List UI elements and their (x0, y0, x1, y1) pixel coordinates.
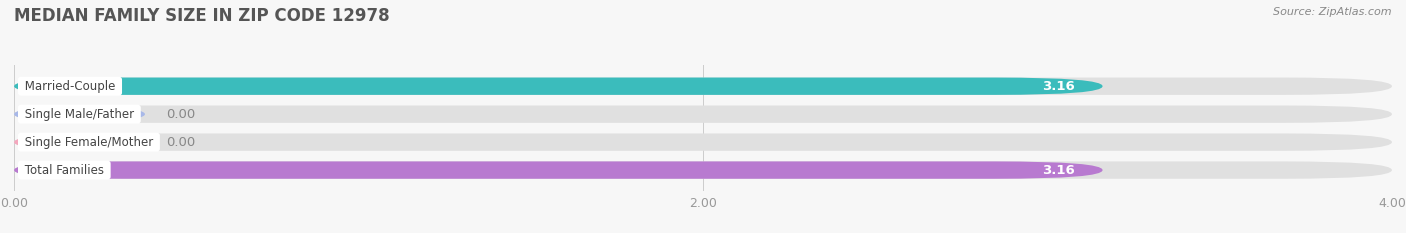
FancyBboxPatch shape (14, 161, 1392, 179)
Text: Total Families: Total Families (21, 164, 108, 177)
Text: Source: ZipAtlas.com: Source: ZipAtlas.com (1274, 7, 1392, 17)
FancyBboxPatch shape (14, 78, 1102, 95)
Text: Single Male/Father: Single Male/Father (21, 108, 138, 121)
Text: Married-Couple: Married-Couple (21, 80, 120, 93)
Text: Single Female/Mother: Single Female/Mother (21, 136, 157, 149)
Text: 3.16: 3.16 (1042, 80, 1076, 93)
FancyBboxPatch shape (14, 106, 1392, 123)
FancyBboxPatch shape (14, 161, 1102, 179)
FancyBboxPatch shape (14, 106, 145, 123)
FancyBboxPatch shape (14, 134, 1392, 151)
FancyBboxPatch shape (14, 78, 1392, 95)
Text: 3.16: 3.16 (1042, 164, 1076, 177)
Text: 0.00: 0.00 (166, 108, 195, 121)
Text: 0.00: 0.00 (166, 136, 195, 149)
FancyBboxPatch shape (14, 134, 145, 151)
Text: MEDIAN FAMILY SIZE IN ZIP CODE 12978: MEDIAN FAMILY SIZE IN ZIP CODE 12978 (14, 7, 389, 25)
